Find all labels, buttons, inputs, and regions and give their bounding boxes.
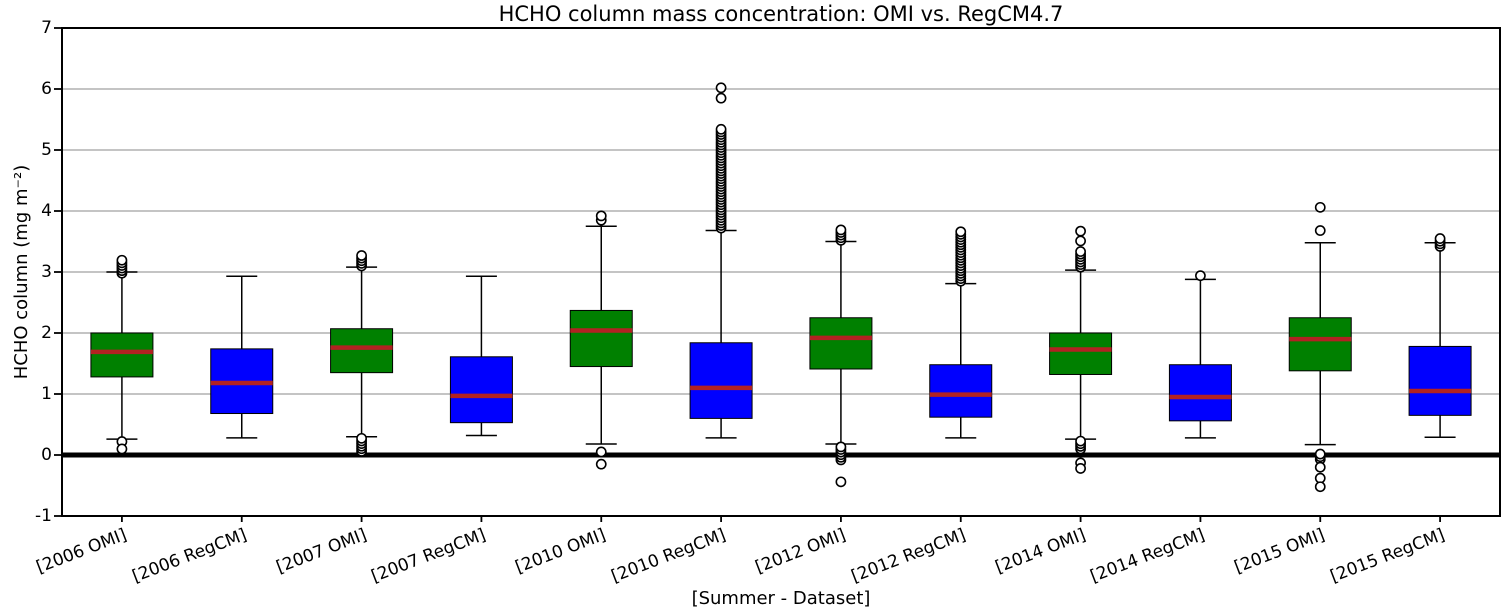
box-omi — [1288, 317, 1352, 372]
y-tick-label: 3 — [41, 262, 52, 282]
box-omi — [569, 309, 633, 368]
box-omi — [330, 328, 394, 374]
y-tick-label: 5 — [41, 140, 52, 160]
y-tick-label: 0 — [41, 445, 52, 465]
outlier-point — [1075, 225, 1086, 237]
y-tick-label: 1 — [41, 384, 52, 404]
outlier-point — [1314, 201, 1326, 213]
box-regcm — [1168, 364, 1232, 422]
outlier-point — [356, 250, 367, 261]
outlier-point — [1075, 235, 1086, 247]
outlier-point — [116, 443, 128, 455]
outlier-point — [595, 446, 607, 458]
outlier-point — [1434, 233, 1446, 244]
y-tick-label: 7 — [41, 18, 52, 38]
boxplot-canvas — [54, 27, 1501, 522]
box-omi — [809, 317, 873, 370]
box-regcm — [449, 356, 513, 424]
y-tick-label: 6 — [41, 79, 52, 99]
box-regcm — [689, 342, 753, 419]
outlier-point — [356, 432, 367, 444]
outlier-point — [1075, 246, 1086, 257]
box-omi — [90, 332, 154, 378]
outlier-point — [1314, 448, 1326, 460]
outlier-point — [1314, 461, 1326, 473]
outlier-point — [715, 92, 727, 104]
outlier-point — [1314, 225, 1326, 236]
box-regcm — [929, 364, 993, 418]
outlier-point — [715, 123, 727, 135]
box-regcm — [1408, 345, 1472, 416]
x-axis-label: [Summer - Dataset] — [691, 588, 871, 609]
outlier-point — [1314, 481, 1326, 493]
y-tick-label: 2 — [41, 323, 52, 343]
outlier-point — [955, 226, 967, 238]
outlier-point — [595, 458, 607, 470]
outlier-point — [1075, 435, 1086, 447]
y-tick-label: -1 — [35, 506, 52, 526]
outlier-point — [1075, 463, 1086, 474]
outlier-point — [1195, 270, 1206, 282]
outlier-point — [715, 82, 727, 94]
outlier-point — [835, 441, 847, 453]
outlier-point — [116, 254, 128, 266]
box-omi — [1049, 332, 1113, 375]
outlier-point — [595, 210, 607, 222]
chart-title: HCHO column mass concentration: OMI vs. … — [498, 2, 1064, 26]
plot-border — [61, 27, 1501, 517]
outlier-point — [835, 476, 847, 488]
outlier-point — [835, 224, 847, 236]
y-tick-label: 4 — [41, 201, 52, 221]
